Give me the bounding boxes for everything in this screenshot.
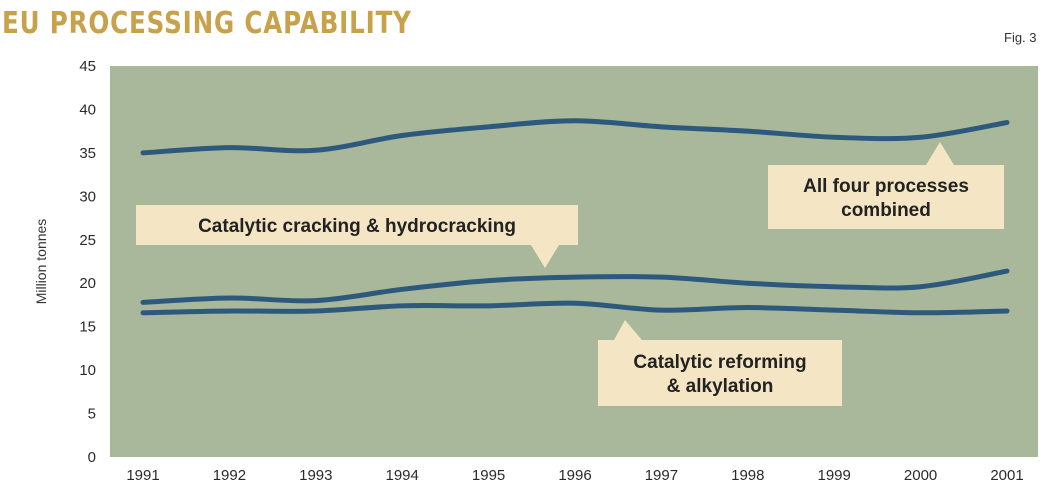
callout-label: Catalytic cracking & hydrocracking — [198, 216, 516, 237]
series-line — [140, 268, 1010, 305]
callout-label: combined — [841, 200, 931, 221]
y-tick-label: 30 — [79, 188, 96, 205]
callout-box — [768, 165, 1004, 229]
x-tick-label: 1993 — [299, 467, 332, 484]
y-axis: 0 5 10 15 20 25 30 35 40 45 — [79, 58, 96, 466]
callout-box — [136, 205, 578, 245]
callout-pointer — [531, 245, 559, 268]
callout: Catalytic cracking & hydrocracking — [136, 205, 578, 268]
callouts: All four processes combined Catalytic crac… — [136, 142, 1004, 406]
series-line — [140, 118, 1010, 156]
callout-label: All four processes — [803, 176, 969, 197]
callout: All four processes combined — [768, 142, 1004, 229]
x-tick-label: 2000 — [904, 467, 937, 484]
callout-pointer — [926, 142, 954, 165]
chart-title: EU PROCESSING CAPABILITY — [2, 6, 412, 41]
x-tick-label: 1997 — [645, 467, 678, 484]
callout-label: Catalytic reforming — [633, 352, 806, 373]
y-axis-label: Million tonnes — [33, 219, 49, 305]
x-tick-label: 1991 — [126, 467, 159, 484]
x-tick-label: 1994 — [386, 467, 419, 484]
y-tick-label: 25 — [79, 232, 96, 249]
callout: Catalytic reforming & alkylation — [598, 320, 842, 406]
x-axis: 1991 1992 1993 1994 1995 1996 1997 1998 1999 2000… — [126, 467, 1023, 484]
x-tick-label: 1996 — [558, 467, 591, 484]
callout-label: & alkylation — [667, 376, 774, 397]
x-tick-label: 1999 — [818, 467, 851, 484]
callout-pointer — [614, 320, 642, 340]
y-tick-label: 40 — [79, 101, 96, 118]
x-tick-label: 2001 — [990, 467, 1023, 484]
x-tick-label: 1995 — [472, 467, 505, 484]
y-tick-label: 15 — [79, 319, 96, 336]
callout-box — [598, 340, 842, 406]
x-tick-label: 1992 — [213, 467, 246, 484]
series-group — [140, 118, 1010, 316]
series-line — [140, 300, 1010, 316]
figure-label: Fig. 3 — [1004, 30, 1037, 45]
y-tick-label: 45 — [79, 58, 96, 75]
y-tick-label: 10 — [79, 362, 96, 379]
y-tick-label: 5 — [88, 406, 96, 423]
plot-area — [110, 66, 1038, 457]
y-tick-label: 20 — [79, 275, 96, 292]
y-tick-label: 0 — [88, 449, 96, 466]
x-tick-label: 1998 — [731, 467, 764, 484]
y-tick-label: 35 — [79, 145, 96, 162]
